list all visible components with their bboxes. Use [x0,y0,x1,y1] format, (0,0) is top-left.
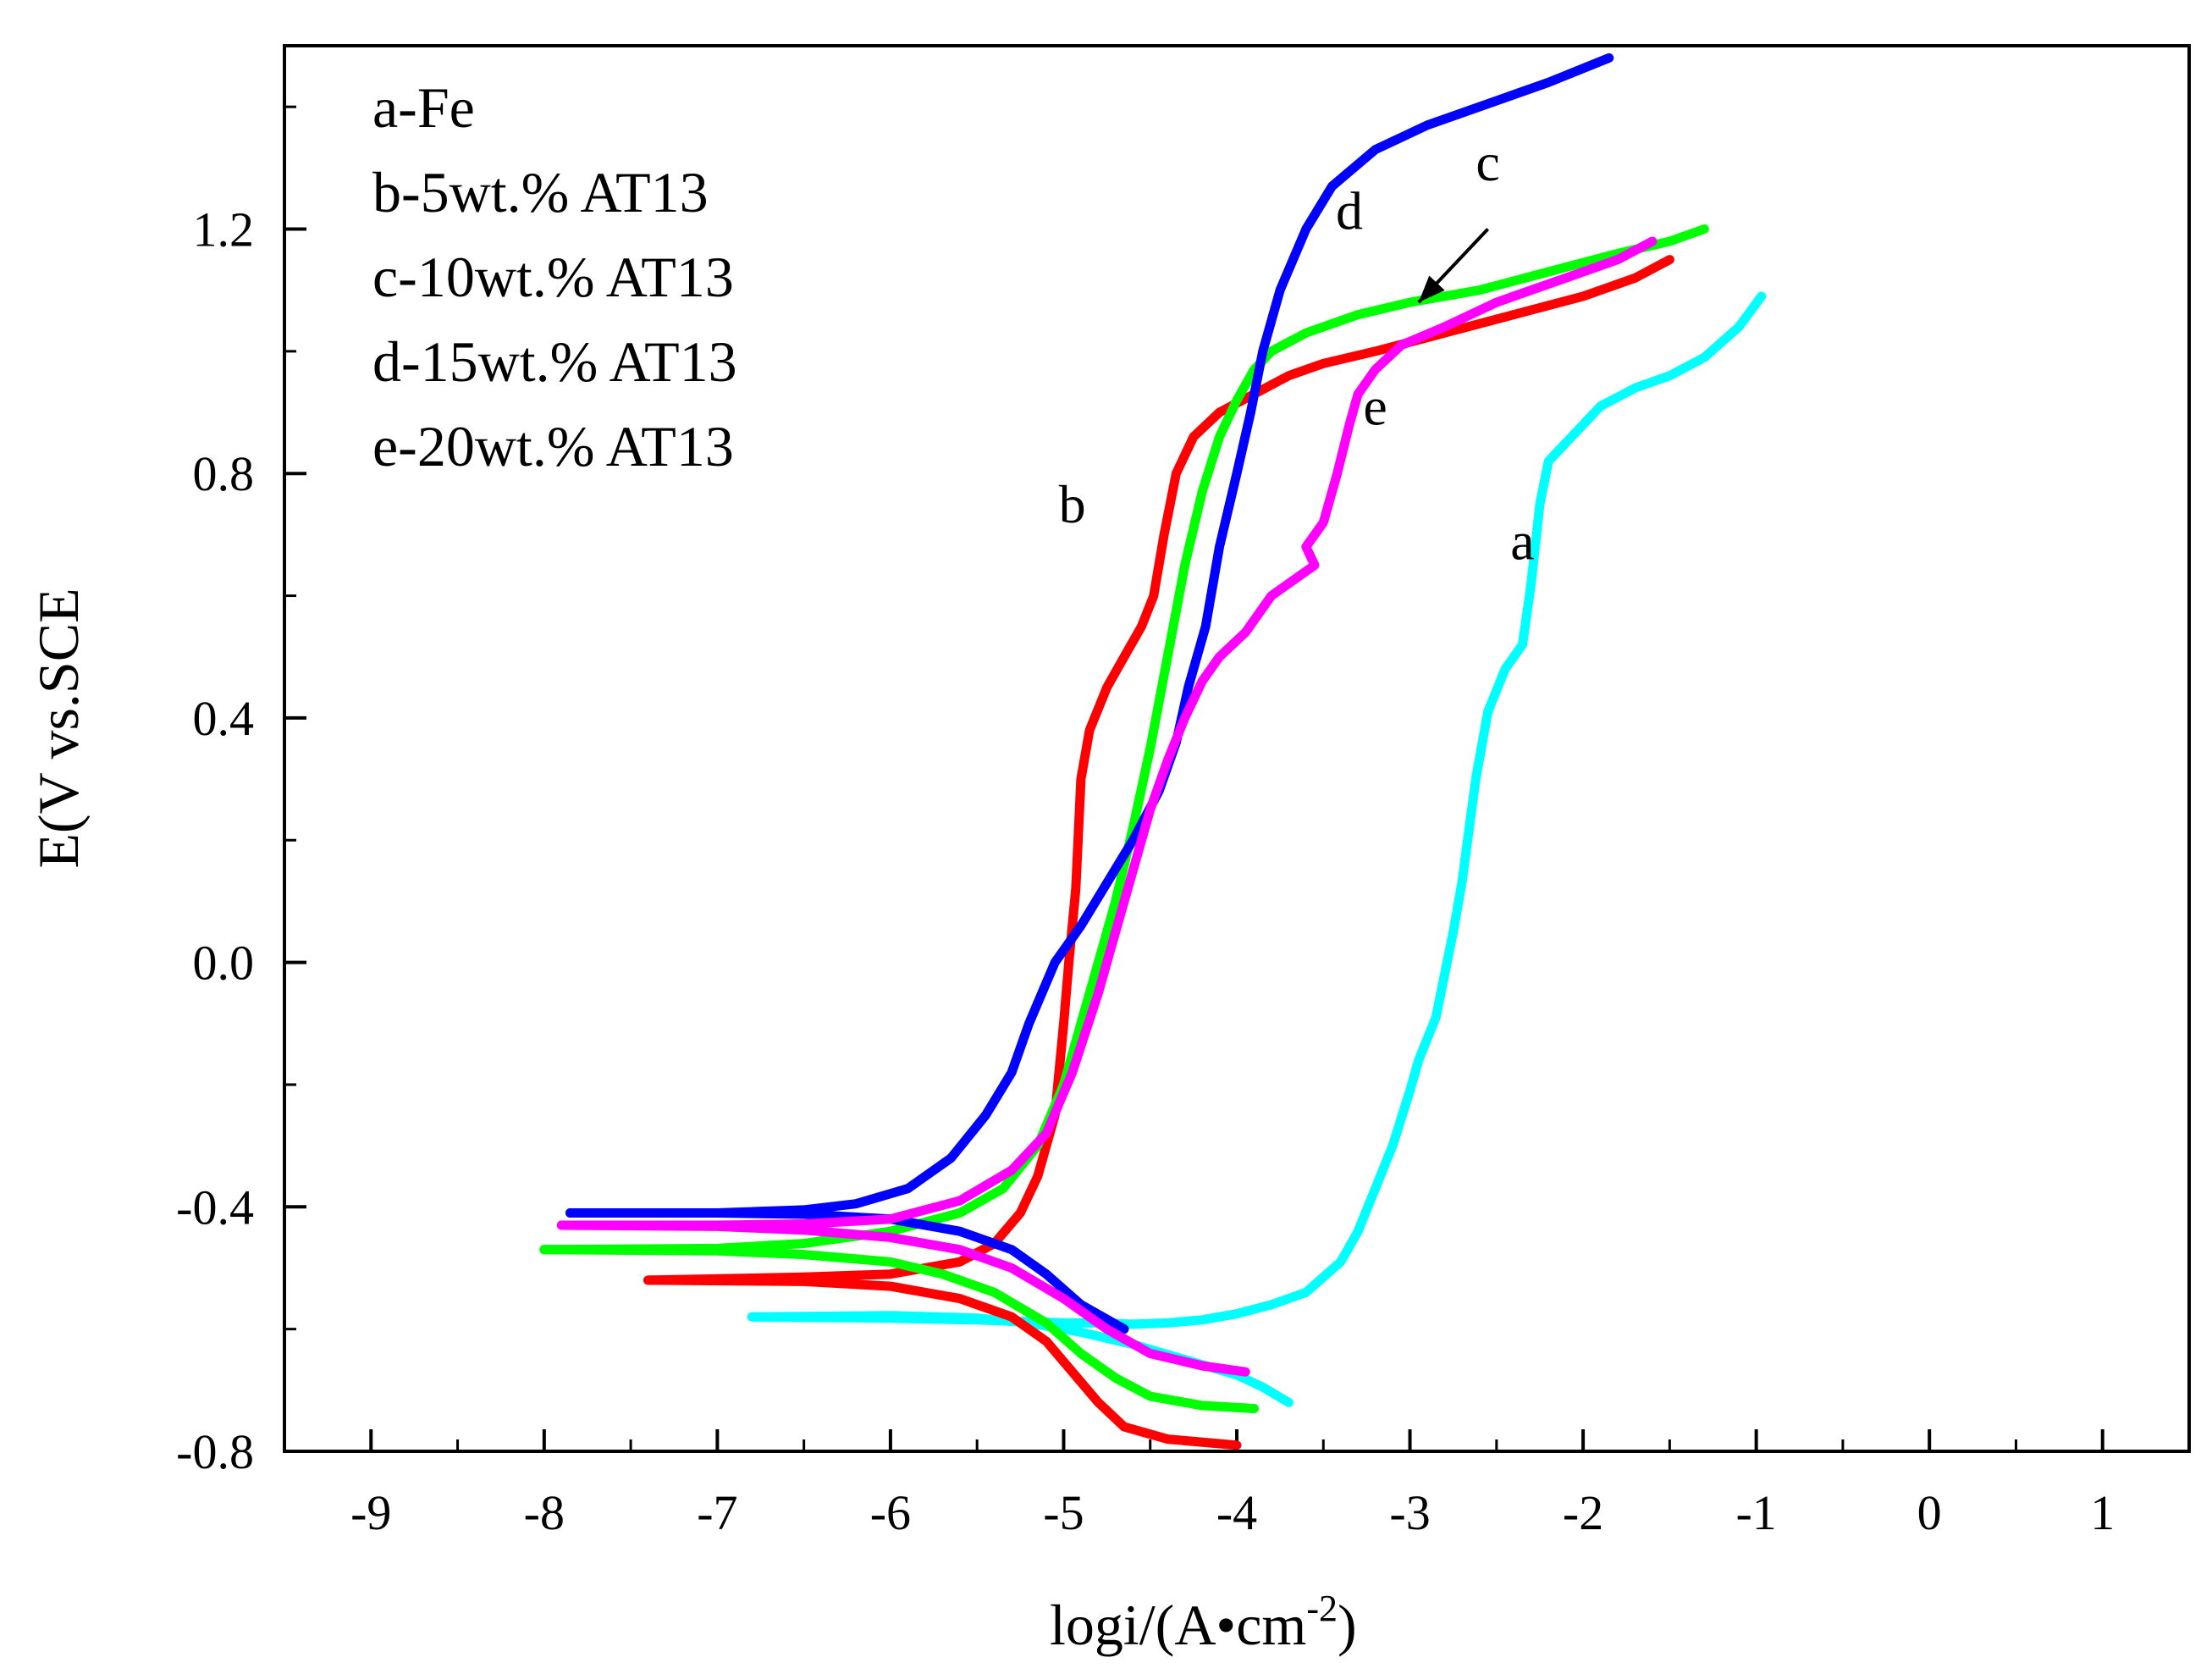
x-axis: -9 -8 -7 -6 -5 -4 -3 -2 -1 0 1 [283,1429,2191,1540]
series-line-b [643,255,1674,1285]
x-axis-title: logi/(A•cm-2) [1050,1588,1357,1657]
curve-label-b: b [1059,474,1086,534]
arrow-head [1418,275,1445,303]
series-line-c [539,224,1709,1255]
x-axis-title-main: logi/(A•cm [1050,1593,1306,1657]
series-line-d-cathodic [565,1208,1129,1334]
x-axis-title-end: ) [1338,1593,1357,1657]
curve-label-a: a [1510,511,1534,571]
curve-labels: a b c d e [1059,132,1535,571]
x-tick-label: -7 [697,1485,737,1540]
curve-label-e: e [1363,376,1387,436]
series-line-a [747,291,1767,1329]
series-line-c-cathodic [539,1245,1259,1413]
x-tick-label: -1 [1735,1485,1776,1540]
series-line-a-cathodic [747,1311,1294,1407]
y-tick-label: -0.4 [176,1180,254,1235]
y-tick-label: 0.8 [193,446,255,501]
x-axis-title-superscript: -2 [1306,1588,1338,1629]
series-line-e-cathodic [556,1220,1250,1377]
x-tick-label: -6 [870,1485,911,1540]
legend-entry-c: c-10wt.% AT13 [372,245,734,309]
legend-entry-a: a-Fe [372,75,475,140]
x-tick-label: 0 [1917,1485,1942,1540]
x-tick-label: -5 [1043,1485,1084,1540]
legend-entry-d: d-15wt.% AT13 [372,329,737,394]
legend-entry-e: e-20wt.% AT13 [372,414,734,478]
y-tick-label: 0.4 [193,691,255,746]
legend-entry-b: b-5wt.% AT13 [372,160,709,224]
x-tick-label: -3 [1389,1485,1430,1540]
y-tick-label: 0.0 [193,936,255,991]
x-tick-label: -9 [350,1485,391,1540]
x-tick-label: -2 [1563,1485,1603,1540]
y-axis-title: E(V vs.SCE [26,588,91,868]
legend: a-Fe b-5wt.% AT13 c-10wt.% AT13 d-15wt.%… [372,75,737,478]
curve-label-d: d [1336,181,1363,241]
series-line-e [556,236,1658,1230]
curve-label-c: c [1476,132,1499,192]
y-axis: -0.8 -0.4 0.0 0.4 0.8 1.2 [176,105,306,1479]
y-tick-label: 1.2 [193,202,255,257]
annotation-layer [1417,228,1490,304]
x-tick-label: 1 [2090,1485,2115,1540]
x-tick-label: -4 [1216,1485,1257,1540]
y-tick-label: -0.8 [176,1424,254,1479]
x-tick-label: -8 [524,1485,565,1540]
series-line-b-cathodic [643,1275,1242,1450]
series-layer [539,52,1767,1450]
